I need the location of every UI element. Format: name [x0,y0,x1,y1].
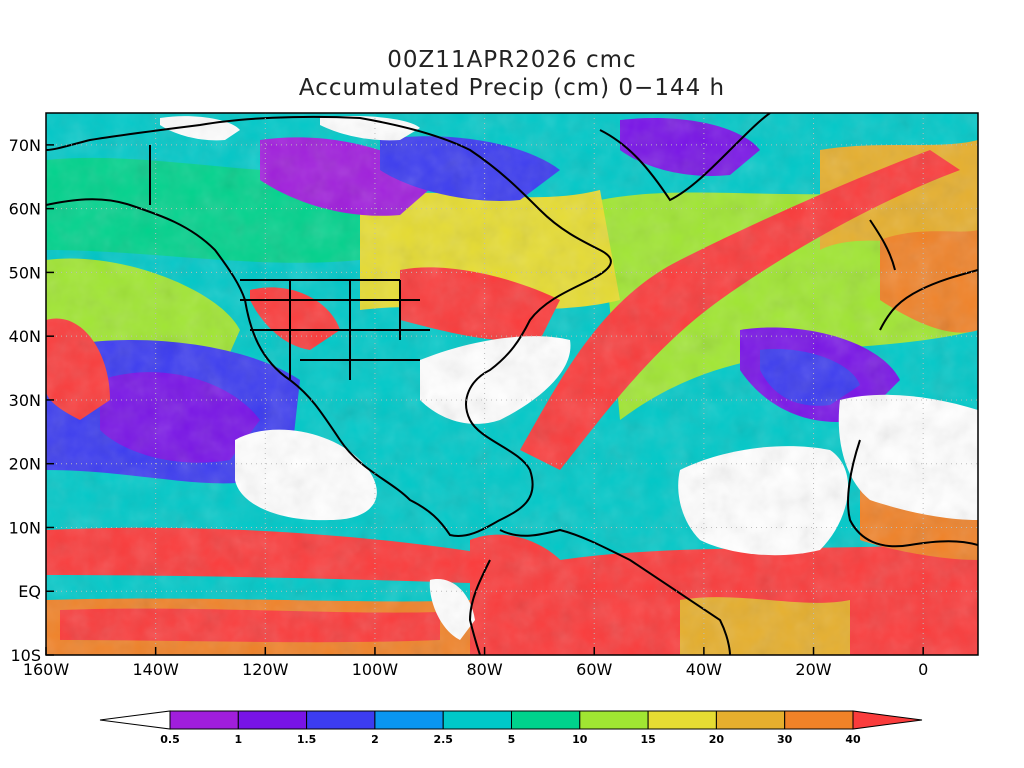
x-axis: 160W 140W 120W 100W 80W 60W 40W 20W 0 [23,647,928,679]
colorbar-label: 5 [508,733,516,746]
x-tick-label: 60W [576,660,612,679]
precip-field [46,113,978,655]
colorbar-swatch [306,710,376,730]
x-tick-label: 120W [242,660,289,679]
colorbar-swatch [237,710,308,730]
y-tick-label: 20N [9,455,41,474]
y-tick-label: 50N [9,263,41,282]
y-axis: 10S EQ 10N 20N 30N 40N 50N 60N 70N [9,136,54,665]
map-grid [46,113,978,655]
y-tick-label: 10N [9,518,41,537]
colorbar-label: 2 [371,733,379,746]
map-frame [45,112,979,656]
colorbar-swatch [374,710,444,730]
colorbar-label: 20 [709,733,725,746]
colorbar-swatch [169,710,239,730]
colorbar: 0.5 1 1.5 2 2.5 5 10 15 20 30 40 [99,710,923,746]
y-tick-label: 40N [9,327,41,346]
coastlines [46,113,978,655]
map-title: 00Z11APR2026 cmc [387,47,637,73]
colorbar-label: 10 [572,733,588,746]
colorbar-label: 30 [777,733,793,746]
colorbar-label: 2.5 [433,733,453,746]
y-tick-label: EQ [18,582,41,601]
colorbar-swatch [784,710,854,730]
x-tick-label: 0 [918,660,928,679]
colorbar-swatch [715,710,786,730]
x-tick-label: 100W [352,660,399,679]
colorbar-swatch [442,710,513,730]
colorbar-label: 40 [845,733,861,746]
colorbar-swatch [511,710,581,730]
colorbar-swatch [647,710,717,730]
y-tick-label: 30N [9,391,41,410]
colorbar-label: 0.5 [160,733,180,746]
colorbar-arrow-low [99,710,171,730]
colorbar-arrow-high [852,710,923,730]
x-tick-label: 160W [23,660,70,679]
map-subtitle: Accumulated Precip (cm) 0−144 h [298,75,726,101]
x-tick-label: 40W [686,660,722,679]
x-tick-label: 140W [132,660,179,679]
x-tick-label: 20W [795,660,831,679]
x-tick-label: 80W [466,660,502,679]
colorbar-swatch [579,710,649,730]
y-tick-label: 60N [9,200,41,219]
y-tick-label: 10S [10,646,41,665]
colorbar-label: 1 [234,733,242,746]
colorbar-label: 1.5 [297,733,317,746]
y-tick-label: 70N [9,136,41,155]
colorbar-label: 15 [640,733,655,746]
